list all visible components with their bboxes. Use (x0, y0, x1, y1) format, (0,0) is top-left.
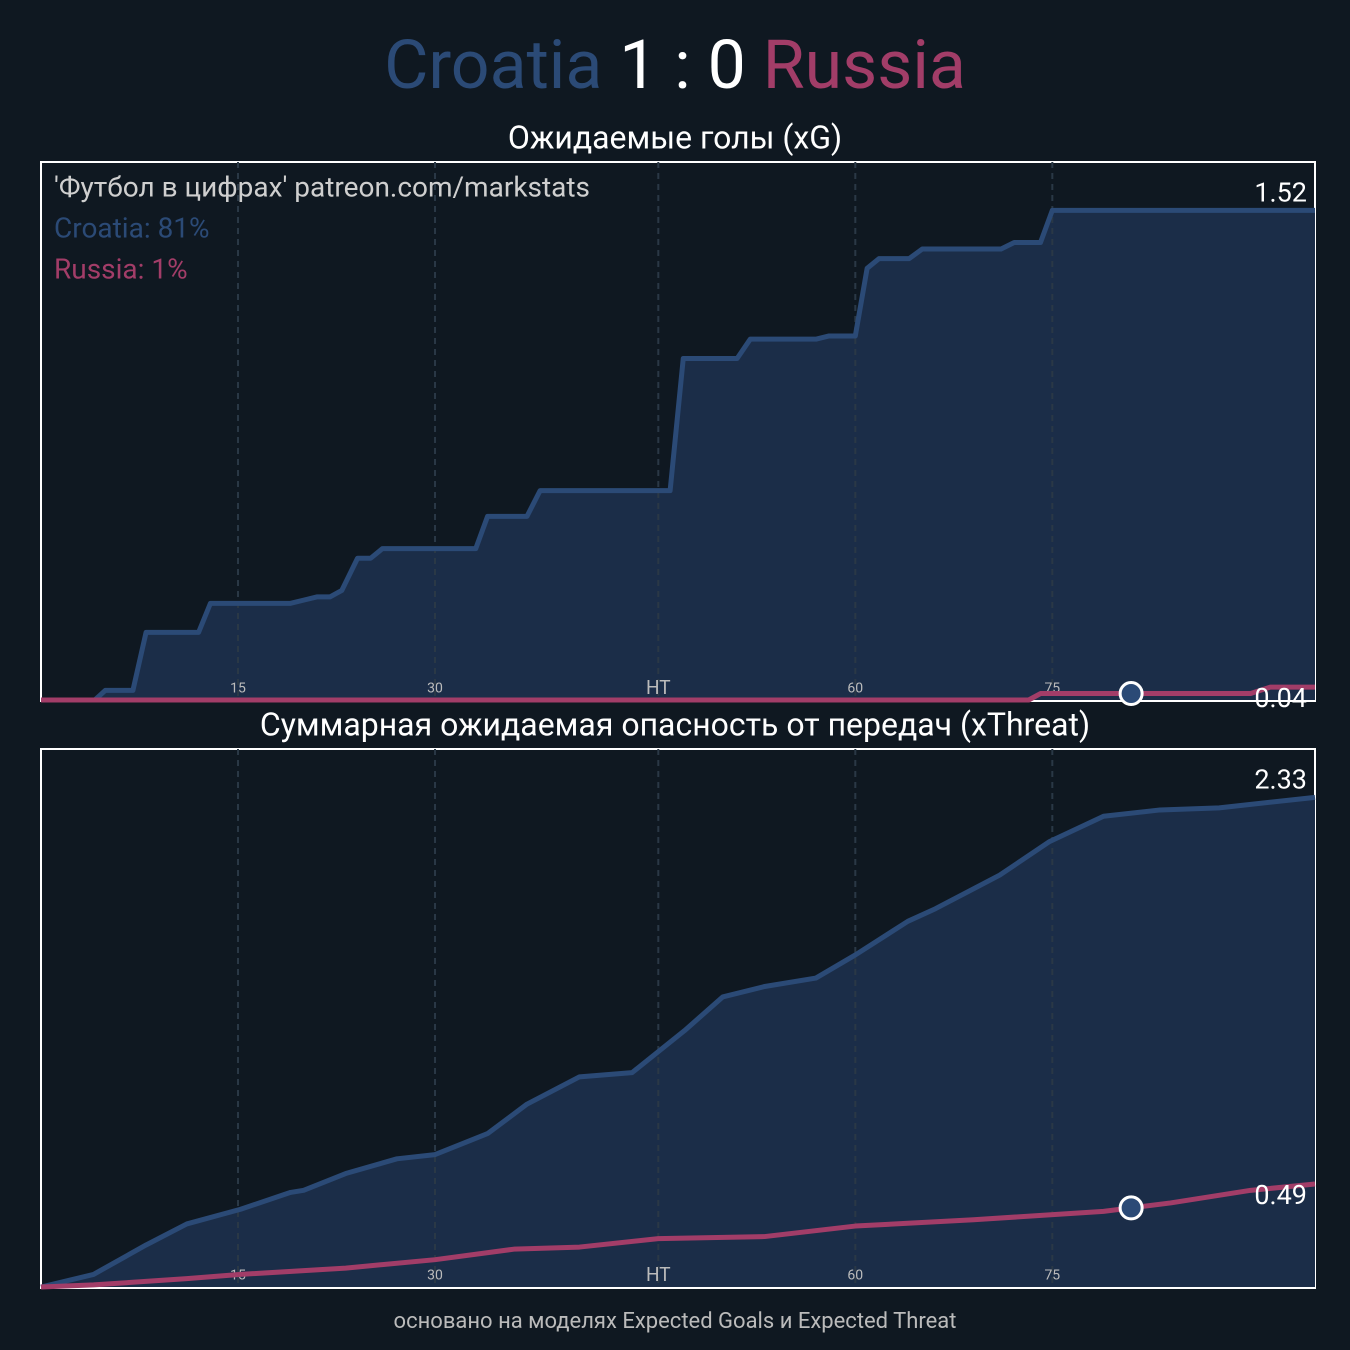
goal-marker (1118, 1195, 1144, 1221)
end-value-label: 0.04 (1254, 682, 1307, 714)
x-tick-label: 30 (427, 1268, 443, 1284)
annotation: 'Футбол в цифрах' patreon.com/markstats (54, 170, 590, 203)
x-tick-label: 30 (427, 681, 443, 697)
series-line (40, 794, 1316, 1290)
area-fill (41, 797, 1315, 1287)
x-tick-label: 60 (847, 1268, 863, 1284)
footer: основано на моделях Expected Goals и Exp… (394, 1309, 957, 1334)
annotation: Russia: 1% (54, 252, 188, 285)
end-value-label: 1.52 (1254, 176, 1307, 208)
goal-marker (1118, 681, 1144, 707)
x-tick-label: 75 (1044, 1268, 1060, 1284)
away-team: Russia (763, 25, 966, 105)
x-tick-label: 60 (847, 681, 863, 697)
chart-title: Ожидаемые голы (xG) (508, 118, 842, 156)
series-line (41, 207, 1315, 703)
x-tick-label: HT (646, 1263, 671, 1286)
end-value-label: 0.49 (1254, 1179, 1307, 1211)
end-value-label: 2.33 (1254, 763, 1307, 795)
annotation: Croatia: 81% (54, 211, 210, 244)
score: 1 : 0 (619, 25, 746, 105)
x-tick-label: HT (646, 676, 671, 699)
match-header: Croatia 1 : 0 Russia (384, 25, 966, 105)
chart-title: Суммарная ожидаемая опасность от передач… (260, 705, 1090, 743)
area-fill (41, 210, 1315, 700)
x-tick-label: 15 (230, 681, 246, 697)
series-line (41, 684, 1315, 703)
home-team: Croatia (384, 25, 602, 105)
